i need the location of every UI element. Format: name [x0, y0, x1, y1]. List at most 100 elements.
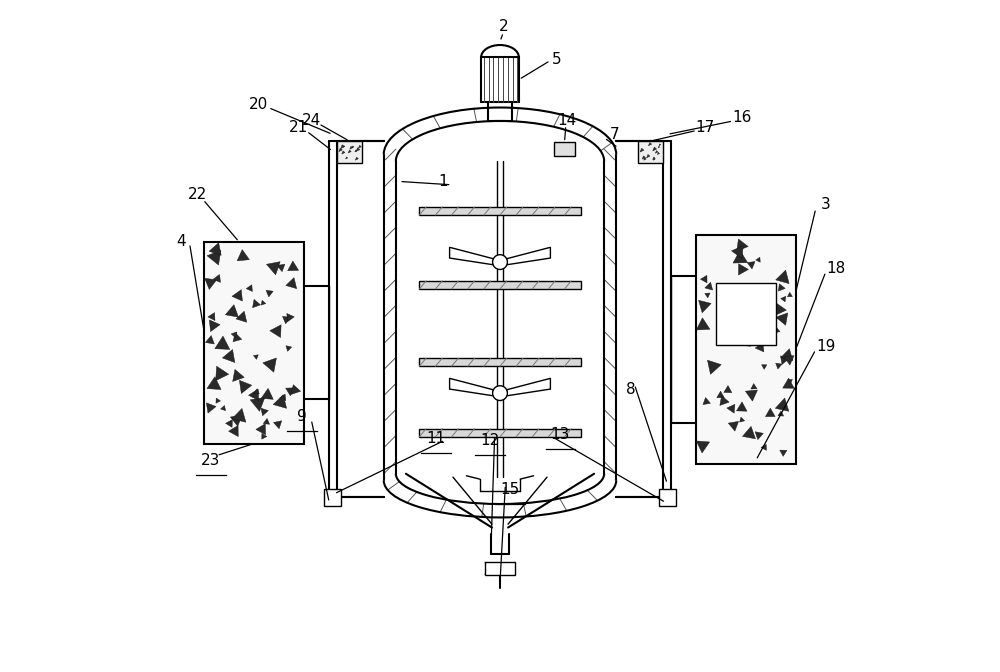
Text: 2: 2: [499, 19, 508, 34]
Polygon shape: [239, 380, 252, 394]
Text: 19: 19: [816, 339, 836, 353]
Polygon shape: [763, 330, 768, 335]
Bar: [659, 489, 676, 506]
Polygon shape: [776, 363, 782, 369]
Polygon shape: [507, 247, 550, 265]
Polygon shape: [735, 294, 745, 303]
Polygon shape: [263, 358, 276, 372]
Polygon shape: [231, 332, 237, 338]
Polygon shape: [273, 394, 287, 409]
Polygon shape: [648, 142, 652, 146]
Polygon shape: [657, 153, 660, 155]
Polygon shape: [755, 343, 764, 352]
Polygon shape: [339, 148, 342, 152]
Polygon shape: [207, 251, 221, 265]
Bar: [419, 429, 581, 437]
Polygon shape: [740, 417, 745, 422]
Polygon shape: [755, 431, 763, 439]
Polygon shape: [342, 151, 345, 154]
Polygon shape: [225, 304, 238, 317]
Text: 5: 5: [552, 52, 562, 67]
Polygon shape: [233, 333, 242, 342]
Text: 18: 18: [826, 261, 846, 276]
Text: 12: 12: [480, 433, 500, 448]
Polygon shape: [719, 336, 728, 345]
Bar: [324, 489, 341, 506]
Polygon shape: [450, 247, 493, 265]
Polygon shape: [781, 349, 793, 361]
Polygon shape: [738, 263, 748, 275]
Polygon shape: [209, 320, 220, 331]
Polygon shape: [737, 239, 748, 251]
Bar: [204, 242, 304, 444]
Polygon shape: [218, 341, 223, 345]
Polygon shape: [736, 402, 747, 411]
Polygon shape: [209, 243, 221, 255]
Polygon shape: [720, 396, 729, 405]
Polygon shape: [253, 355, 258, 360]
Polygon shape: [705, 293, 710, 298]
Polygon shape: [266, 290, 273, 297]
Bar: [419, 358, 581, 366]
Polygon shape: [270, 325, 281, 337]
Polygon shape: [232, 290, 242, 301]
Polygon shape: [783, 378, 794, 388]
Polygon shape: [659, 144, 661, 146]
Polygon shape: [274, 421, 282, 429]
Polygon shape: [277, 264, 285, 271]
Polygon shape: [787, 292, 792, 297]
Polygon shape: [228, 308, 235, 315]
Polygon shape: [724, 386, 732, 392]
Polygon shape: [781, 356, 789, 364]
Polygon shape: [286, 388, 295, 396]
Polygon shape: [784, 355, 794, 365]
Polygon shape: [745, 390, 758, 401]
Text: 13: 13: [551, 427, 570, 442]
Polygon shape: [341, 144, 345, 149]
Polygon shape: [727, 405, 735, 413]
Bar: [696, 235, 796, 464]
Polygon shape: [246, 285, 252, 292]
Polygon shape: [640, 149, 644, 152]
Polygon shape: [647, 155, 650, 158]
Text: 14: 14: [558, 114, 577, 128]
Polygon shape: [230, 415, 242, 426]
Text: 16: 16: [732, 110, 752, 125]
Polygon shape: [736, 297, 751, 311]
Polygon shape: [653, 147, 657, 151]
Bar: [716, 283, 776, 345]
Polygon shape: [346, 157, 348, 159]
Polygon shape: [703, 397, 710, 405]
Polygon shape: [776, 313, 788, 325]
Polygon shape: [250, 397, 265, 411]
Polygon shape: [507, 378, 550, 396]
Polygon shape: [696, 441, 710, 453]
Polygon shape: [236, 311, 247, 323]
Polygon shape: [262, 433, 267, 439]
Polygon shape: [781, 296, 786, 302]
Polygon shape: [355, 150, 357, 152]
Polygon shape: [733, 250, 748, 263]
Polygon shape: [699, 300, 711, 312]
Circle shape: [493, 386, 507, 401]
Text: 8: 8: [626, 382, 636, 397]
Polygon shape: [728, 321, 741, 334]
Polygon shape: [761, 444, 766, 450]
Polygon shape: [658, 146, 660, 148]
Polygon shape: [731, 246, 743, 259]
Polygon shape: [207, 377, 221, 390]
Polygon shape: [747, 261, 755, 269]
Text: 20: 20: [248, 97, 268, 112]
Polygon shape: [263, 419, 270, 424]
Polygon shape: [256, 423, 266, 435]
Polygon shape: [261, 300, 266, 305]
Polygon shape: [762, 365, 767, 370]
Polygon shape: [705, 282, 713, 290]
Polygon shape: [642, 156, 645, 159]
Text: 22: 22: [188, 187, 207, 202]
Polygon shape: [358, 145, 361, 148]
Polygon shape: [229, 425, 238, 437]
Polygon shape: [249, 389, 259, 401]
Bar: [638, 141, 663, 163]
Polygon shape: [653, 157, 655, 160]
